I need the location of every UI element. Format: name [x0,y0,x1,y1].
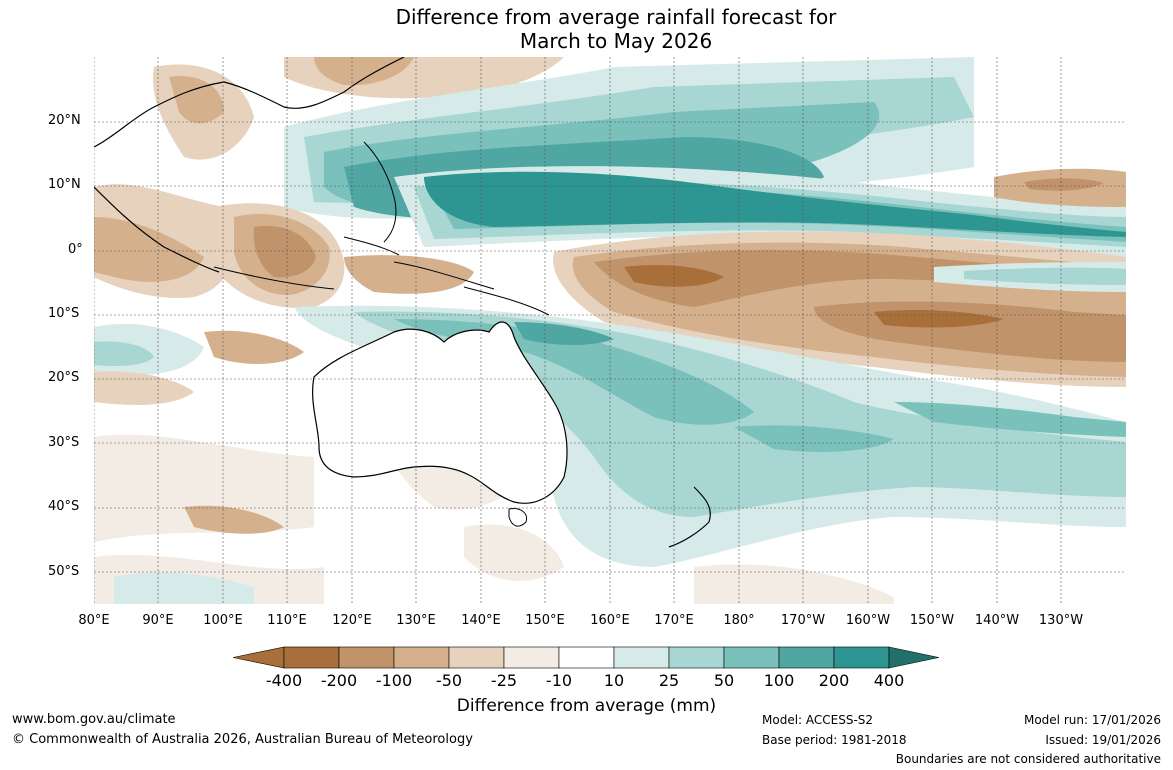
lon-label-130w: 130°W [1038,613,1084,628]
colorbar-label: 100 [763,671,795,690]
lon-label-170w: 170°W [780,613,826,628]
australia-landmass [312,321,568,504]
colorbar-cell [558,646,615,669]
colorbar-cell [503,646,560,669]
colorbar-extend-high [888,646,939,669]
lon-label-90e: 90°E [142,613,174,628]
map-gridlines [94,57,1126,604]
anomaly-wet-core [424,171,1126,237]
lon-label-80e: 80°E [78,613,110,628]
lat-label-20n: 20°N [48,113,81,128]
lon-label-170e: 170°E [654,613,694,628]
lon-label-160e: 160°E [590,613,630,628]
lon-label-110e: 110°E [267,613,307,628]
colorbar-cell [338,646,395,669]
footer-model: Model: ACCESS-S2 [762,713,874,727]
lon-label-180: 180° [723,613,755,628]
rainfall-anomaly-map [94,57,1126,604]
colorbar-label: 25 [658,671,680,690]
colorbar-cell [283,646,340,669]
new-zealand [668,486,711,548]
colorbar-label: -100 [375,671,413,690]
footer-issued: Issued: 19/01/2026 [1045,733,1161,747]
lat-label-20s: 20°S [48,370,80,385]
colorbar-label: -200 [320,671,358,690]
title-line-1: Difference from average rainfall forecas… [395,5,837,29]
colorbar-extend-low [233,646,285,669]
colorbar-label: -10 [545,671,573,690]
colorbar-label: 200 [818,671,850,690]
colorbar-cell [448,646,505,669]
colorbar-label: 50 [713,671,735,690]
lon-label-100e: 100°E [203,613,243,628]
lon-label-150w: 150°W [909,613,955,628]
lon-label-140e: 140°E [461,613,501,628]
indonesia-islands [213,141,550,316]
colorbar-cell [613,646,670,669]
colorbar-title: Difference from average (mm) [456,696,717,716]
lon-label-160w: 160°W [845,613,891,628]
footer-url[interactable]: www.bom.gov.au/climate [12,712,176,727]
lon-label-120e: 120°E [332,613,372,628]
colorbar-cell [833,646,890,669]
colorbar-label: -25 [490,671,518,690]
colorbar-label: 400 [873,671,905,690]
footer-copyright: © Commonwealth of Australia 2026, Austra… [12,732,473,747]
colorbar-label: -400 [265,671,303,690]
title-line-2: March to May 2026 [519,29,713,53]
lat-label-50s: 50°S [48,564,80,579]
lat-label-40s: 40°S [48,499,80,514]
lat-label-0: 0° [68,242,83,257]
lon-label-140w: 140°W [974,613,1020,628]
colorbar-label: 10 [603,671,625,690]
footer-disclaimer: Boundaries are not considered authoritat… [895,752,1161,766]
colorbar-cell [778,646,835,669]
asia-coastline [94,57,405,273]
footer-model-run: Model run: 17/01/2026 [1023,713,1161,727]
lon-label-130e: 130°E [396,613,436,628]
lon-label-150e: 150°E [525,613,565,628]
colorbar-cell [393,646,450,669]
anomaly-dry-core [624,265,724,287]
colorbar-cell [723,646,780,669]
colorbar [233,646,939,669]
lat-label-30s: 30°S [48,435,80,450]
colorbar-cell [668,646,725,669]
footer-base-period: Base period: 1981-2018 [762,733,907,747]
lat-label-10s: 10°S [48,306,80,321]
colorbar-label: -50 [435,671,463,690]
lat-label-10n: 10°N [48,177,81,192]
